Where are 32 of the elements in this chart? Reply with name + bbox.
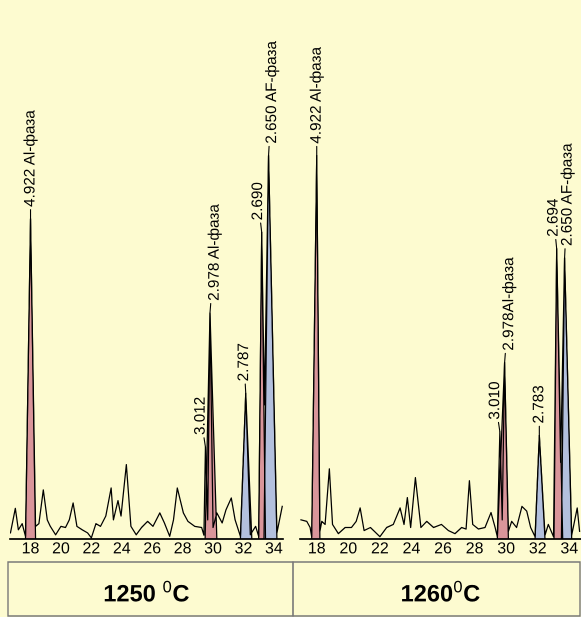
annotation: 2.783 <box>532 386 544 423</box>
x-axis-title: 1250 $^{0}$C <box>104 580 189 602</box>
x-axis-title: 1260$^{0}$C <box>402 580 480 602</box>
annotation: 2.694 <box>546 199 558 236</box>
annotation: 4.922 Al-фаза <box>23 110 38 207</box>
x-tick-label: 18 <box>22 542 39 554</box>
x-tick-label: 32 <box>529 542 546 554</box>
x-tick-label: 28 <box>466 542 483 554</box>
annotation: 2.650 AF-фаза <box>265 41 280 143</box>
annotation: 4.922 Al-фаза <box>310 46 324 144</box>
annotation: 2.978 Al-фаза <box>208 204 222 300</box>
x-tick-label: 18 <box>309 542 325 554</box>
annotation: 3.010 <box>488 382 500 420</box>
annotation: 3.012 <box>194 398 205 434</box>
x-tick-label: 22 <box>372 542 388 554</box>
annotation: 2.978Al-фаза <box>502 257 516 350</box>
x-tick-label: 26 <box>144 542 160 554</box>
x-tick-label: 32 <box>235 542 252 554</box>
x-tick-label: 30 <box>498 542 514 554</box>
annotation: 2.690 <box>251 182 262 220</box>
annotation: 2.787 <box>237 344 248 381</box>
x-tick-label: 24 <box>403 542 420 554</box>
x-tick-label: 28 <box>174 542 191 554</box>
x-tick-label: 30 <box>204 542 222 554</box>
x-tick-label: 24 <box>114 542 130 554</box>
x-tick-label: 34 <box>561 542 578 554</box>
x-tick-label: 20 <box>52 542 70 554</box>
x-tick-label: 34 <box>266 542 282 554</box>
annotation: 2.650 AF-фаза <box>560 143 575 246</box>
x-tick-label: 26 <box>434 542 452 554</box>
x-tick-label: 22 <box>83 542 100 554</box>
x-tick-label: 20 <box>340 542 357 554</box>
